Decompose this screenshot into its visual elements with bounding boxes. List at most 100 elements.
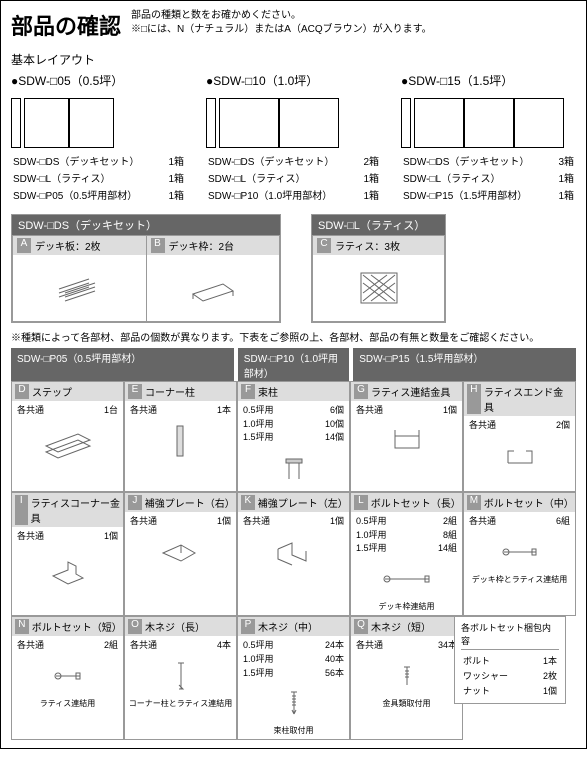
grid-diagram (354, 559, 459, 599)
grid-letter: F (241, 384, 255, 399)
grid-title: 補強プレート（左） (258, 495, 346, 510)
grid-diagram (241, 532, 346, 572)
grid-title: ボルトセット（中） (484, 495, 572, 510)
header-subtitle: 部品の種類と数をお確かめください。 ※□には、N（ナチュラル）またはA（ACQブ… (131, 9, 432, 37)
grid-specs: 各共通34本 (354, 638, 459, 654)
cell-title: ラティス：3枚 (335, 238, 400, 253)
grid-title: ラティスコーナー金具 (31, 495, 120, 525)
grid-letter: P (241, 619, 255, 634)
deck-set-header: SDW-□DS（デッキセット） (12, 215, 280, 235)
grid-cell: Q木ネジ（短） 各共通34本金具類取付用 (350, 616, 463, 740)
grid-specs: 0.5坪用6個1.0坪用10個1.5坪用14個 (241, 403, 346, 446)
grid-letter: E (128, 384, 142, 399)
grid-cell: Hラティスエンド金具各共通2個 (463, 381, 576, 492)
grid-letter: O (128, 619, 142, 634)
layout-col: ●SDW-□05（0.5坪） SDW-□DS（デッキセット）1箱SDW-□L（ラテ… (11, 72, 186, 206)
grid-letter: H (467, 384, 481, 414)
note-text: ※種類によって各部材、部品の個数が異なります。下表をご参照の上、各部材、部品の有… (11, 329, 576, 344)
lattice-header: SDW-□L（ラティス） (312, 215, 445, 235)
grid-diagram (128, 421, 233, 461)
grid-caption: 束柱取付用 (241, 725, 346, 736)
grid-letter: M (467, 495, 481, 510)
grid-title: 木ネジ（長） (145, 619, 205, 634)
bolt-set-contents: 各ボルトセット梱包内容 ボルト1本ワッシャー2枚ナット1個 (454, 616, 566, 704)
grid-title: 束柱 (258, 384, 278, 399)
grid-diagram (15, 547, 120, 587)
grid-cell: K補強プレート（左） 各共通1個 (237, 492, 350, 616)
page-title: 部品の確認 (11, 9, 121, 41)
layout-diagram (11, 93, 186, 153)
grid-specs: 各共通2組 (15, 638, 120, 654)
grid-title: ラティス連結金具 (371, 384, 450, 399)
grid-header: SDW-□P15（1.5坪用部材） (353, 348, 576, 382)
grid-cell: Gラティス連結金具各共通1個 (350, 381, 463, 492)
grid-letter: Q (354, 619, 368, 634)
layout-parts: SDW-□DS（デッキセット）3箱SDW-□L（ラティス）1箱SDW-□P15（… (401, 153, 576, 206)
grid-specs: 各共通1個 (15, 529, 120, 545)
layout-name: ●SDW-□05（0.5坪） (11, 72, 186, 89)
grid-specs: 各共通1個 (241, 514, 346, 530)
grid-header: SDW-□P05（0.5坪用部材） (11, 348, 234, 382)
grid-specs: 各共通2個 (467, 418, 572, 434)
grid-letter: L (354, 495, 368, 510)
cell-letter: A (17, 238, 31, 253)
grid-diagram (241, 683, 346, 723)
grid-title: 補強プレート（右） (145, 495, 233, 510)
layout-diagram (401, 93, 576, 153)
grid-specs: 各共通1台 (15, 403, 120, 419)
cell-diagram (16, 258, 143, 318)
grid-cell: Dステップ各共通1台 (11, 381, 124, 492)
grid-title: コーナー柱 (145, 384, 195, 399)
layout-name: ●SDW-□10（1.0坪） (206, 72, 381, 89)
grid-letter: N (15, 619, 29, 634)
grid-cell: Eコーナー柱各共通1本 (124, 381, 237, 492)
box-cell: Bデッキ枠：2台 (146, 236, 280, 322)
grid-letter: G (354, 384, 368, 399)
grid-diagram (15, 656, 120, 696)
box-cell: A デッキ板：2枚 (13, 236, 147, 322)
grid-caption: デッキ枠連結用 (354, 601, 459, 612)
grid-title: ボルトセット（長） (371, 495, 459, 510)
grid-title: ラティスエンド金具 (484, 384, 572, 414)
layout-col: ●SDW-□10（1.0坪）SDW-□DS（デッキセット）2箱SDW-□L（ラテ… (206, 72, 381, 206)
grid-specs: 各共通1個 (128, 514, 233, 530)
grid-specs: 各共通6組 (467, 514, 572, 530)
grid-specs: 各共通4本 (128, 638, 233, 654)
cell-title: デッキ板：2枚 (35, 238, 101, 253)
grid-caption: コーナー柱とラティス連結用 (128, 698, 233, 709)
grid-cell: P木ネジ（中）0.5坪用24本1.0坪用40本1.5坪用56本束柱取付用 (237, 616, 350, 740)
grid-diagram (15, 421, 120, 461)
grid-specs: 0.5坪用24本1.0坪用40本1.5坪用56本 (241, 638, 346, 681)
grid-letter: K (241, 495, 255, 510)
grid-diagram (354, 656, 459, 696)
grid-specs: 各共通1個 (354, 403, 459, 419)
basic-layout-title: 基本レイアウト (11, 51, 576, 68)
grid-specs: 各共通1本 (128, 403, 233, 419)
layout-diagram (206, 93, 381, 153)
grid-diagram (128, 656, 233, 696)
grid-title: 木ネジ（短） (371, 619, 431, 634)
grid-cell: Iラティスコーナー金具各共通1個 (11, 492, 124, 616)
grid-caption: ラティス連結用 (15, 698, 120, 709)
grid-diagram (128, 532, 233, 572)
grid-letter: J (128, 495, 142, 510)
header: 部品の確認 部品の種類と数をお確かめください。 ※□には、N（ナチュラル）または… (11, 9, 576, 41)
cell-letter: B (151, 238, 165, 253)
grid-cell: Nボルトセット（短） 各共通2組ラティス連結用 (11, 616, 124, 740)
grid-cell: Mボルトセット（中）各共通6組デッキ枠とラティス連結用 (463, 492, 576, 616)
grid-caption: 金具類取付用 (354, 698, 459, 709)
cell-diagram (316, 258, 441, 318)
box-cell: Cラティス：3枚 (313, 236, 445, 322)
layout-parts: SDW-□DS（デッキセット）1箱SDW-□L（ラティス）1箱SDW-□P05（… (11, 153, 186, 206)
grid-headers: SDW-□P05（0.5坪用部材）SDW-□P10（1.0坪用部材）SDW-□P… (11, 348, 576, 382)
layout-name: ●SDW-□15（1.5坪） (401, 72, 576, 89)
grid-specs: 0.5坪用2組1.0坪用8組1.5坪用14組 (354, 514, 459, 557)
layouts-row: ●SDW-□05（0.5坪） SDW-□DS（デッキセット）1箱SDW-□L（ラテ… (11, 72, 576, 206)
grid-title: ボルトセット（短） (32, 619, 120, 634)
grid-cell: F束柱 0.5坪用6個1.0坪用10個1.5坪用14個 (237, 381, 350, 492)
grid-letter: I (15, 495, 28, 525)
grid-diagram (467, 436, 572, 476)
grid-cell: O木ネジ（長） 各共通4本コーナー柱とラティス連結用 (124, 616, 237, 740)
layout-col: ●SDW-□15（1.5坪） SDW-□DS（デッキセット）3箱SDW-□L（ラテ… (401, 72, 576, 206)
grid-diagram (467, 532, 572, 572)
